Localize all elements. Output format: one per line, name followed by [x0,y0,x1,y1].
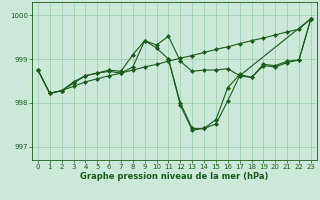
X-axis label: Graphe pression niveau de la mer (hPa): Graphe pression niveau de la mer (hPa) [80,172,268,181]
